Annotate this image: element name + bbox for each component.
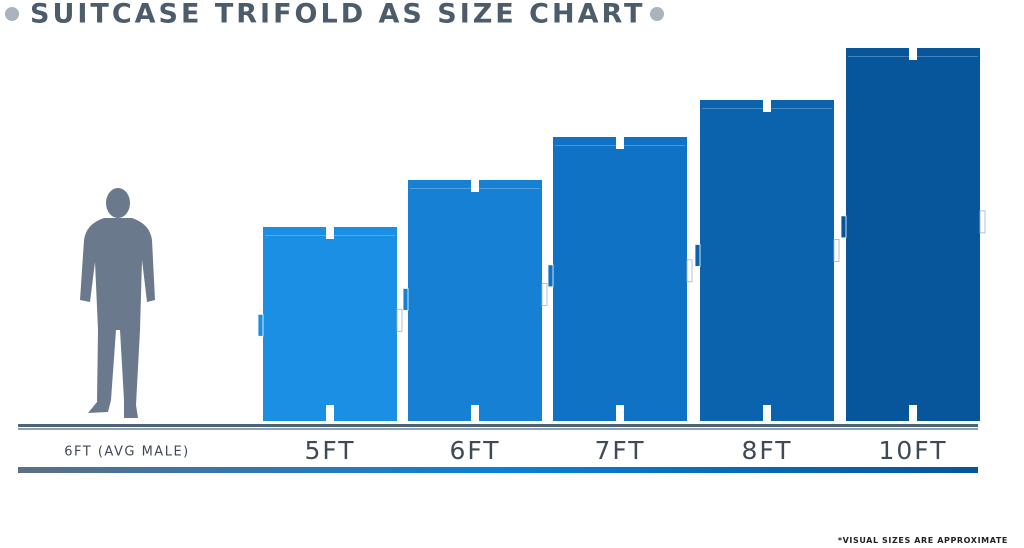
panel-seam	[702, 108, 832, 109]
panel-notch	[326, 405, 334, 421]
size-label: 5FT	[304, 436, 355, 465]
bottom-bar	[18, 467, 978, 473]
person-silhouette	[80, 188, 155, 418]
panel-handle	[840, 215, 847, 239]
title-dot	[5, 7, 19, 21]
panel-seam	[265, 235, 395, 236]
panel-notch	[763, 100, 771, 112]
footnote: *VISUAL SIZES ARE APPROXIMATE	[838, 536, 1008, 545]
trifold-panel	[408, 180, 542, 421]
person-label: 6FT (AVG MALE)	[64, 445, 189, 460]
panel-seam	[555, 145, 685, 146]
panel-notch	[326, 227, 334, 239]
trifold-panel	[846, 48, 980, 421]
panel-handle	[833, 239, 840, 262]
panel-handle	[257, 313, 264, 337]
panel-seam	[410, 188, 540, 189]
panel-handle	[541, 283, 548, 306]
panel-notch	[471, 180, 479, 192]
trifold-panel	[263, 227, 397, 421]
panel-notch	[616, 405, 624, 421]
size-label: 10FT	[878, 436, 947, 465]
size-label: 6FT	[449, 436, 500, 465]
panels	[257, 48, 986, 421]
panel-handle	[547, 264, 554, 288]
panel-handle	[402, 288, 409, 311]
title-dot	[650, 7, 664, 21]
panel-handle	[686, 259, 693, 283]
panel-handle	[694, 244, 701, 267]
panel-handle	[396, 308, 403, 332]
panel-notch	[763, 405, 771, 421]
ground-line	[18, 428, 978, 430]
ground-line	[18, 424, 978, 427]
panel-notch	[616, 137, 624, 149]
trifold-panel	[553, 137, 687, 421]
panel-seam	[848, 56, 978, 57]
panel-notch	[471, 405, 479, 421]
panel-handle	[979, 210, 986, 234]
title: SUITCASE TRIFOLD AS SIZE CHART	[30, 0, 645, 30]
panel-notch	[909, 405, 917, 421]
trifold-panel	[700, 100, 834, 421]
size-label: 7FT	[594, 436, 645, 465]
panel-notch	[909, 48, 917, 60]
size-label: 8FT	[741, 436, 792, 465]
